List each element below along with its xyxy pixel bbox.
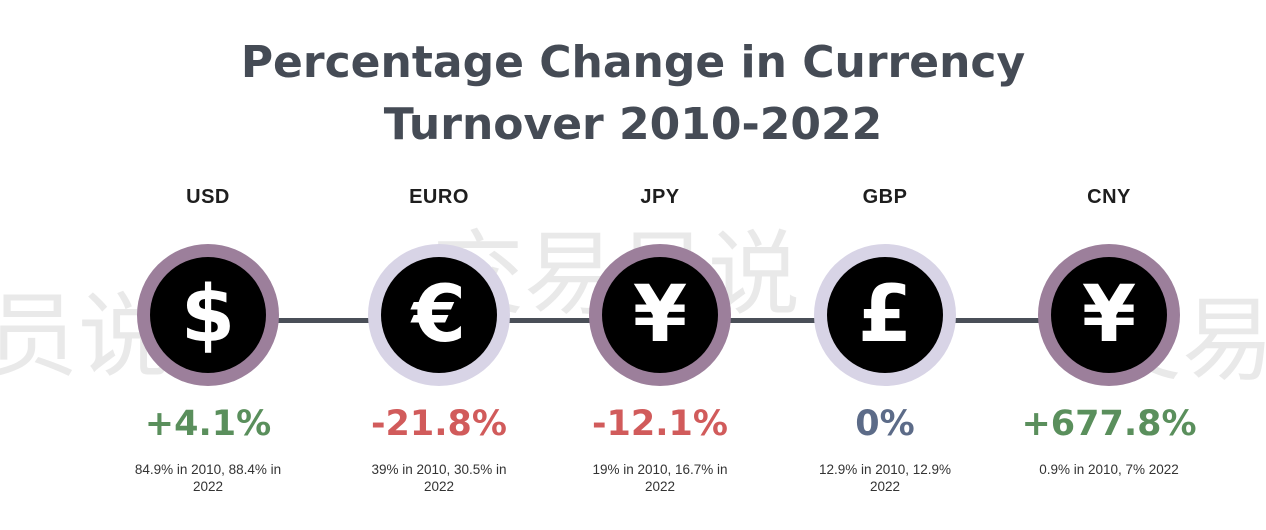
title-line-1: Percentage Change in Currency (240, 37, 1026, 88)
dollar-icon: $ (180, 270, 236, 360)
currency-disc: € (381, 257, 497, 373)
currency-code: EURO (409, 186, 469, 208)
share-detail: 84.9% in 2010, 88.4% in 2022 (134, 462, 282, 494)
title-line-2: Turnover 2010-2022 (383, 99, 883, 150)
currency-code: USD (186, 186, 230, 208)
percent-change: +677.8% (1021, 404, 1197, 444)
share-detail: 12.9% in 2010, 12.9% 2022 (818, 462, 952, 494)
currency-ring: € (368, 244, 510, 386)
currency-code: GBP (862, 186, 908, 208)
yuan-icon: ¥ (1081, 270, 1137, 360)
share-detail: 19% in 2010, 16.7% in 2022 (592, 462, 728, 494)
currency-ring: £ (814, 244, 956, 386)
share-detail: 39% in 2010, 30.5% in 2022 (371, 462, 507, 494)
currency-ring: ¥ (589, 244, 731, 386)
currency-ring: $ (137, 244, 279, 386)
currency-ring: ¥ (1038, 244, 1180, 386)
currency-disc: $ (150, 257, 266, 373)
page-title: Percentage Change in Currency Turnover 2… (0, 32, 1266, 156)
percent-change: -12.1% (592, 404, 728, 444)
currency-card-euro: EURO € -21.8% 39% in 2010, 30.5% in 2022 (329, 0, 549, 530)
percent-change: +4.1% (144, 404, 272, 444)
currency-card-cny: CNY ¥ +677.8% 0.9% in 2010, 7% 2022 (999, 0, 1219, 530)
currency-card-jpy: JPY ¥ -12.1% 19% in 2010, 16.7% in 2022 (550, 0, 770, 530)
currency-disc: £ (827, 257, 943, 373)
euro-icon: € (411, 270, 467, 360)
currency-code: CNY (1087, 186, 1131, 208)
percent-change: -21.8% (371, 404, 507, 444)
currency-disc: ¥ (1051, 257, 1167, 373)
currency-card-gbp: GBP £ 0% 12.9% in 2010, 12.9% 2022 (775, 0, 995, 530)
share-detail: 0.9% in 2010, 7% 2022 (1039, 462, 1179, 477)
currency-disc: ¥ (602, 257, 718, 373)
percent-change: 0% (855, 404, 915, 444)
currency-code: JPY (640, 186, 680, 208)
yen-icon: ¥ (632, 270, 688, 360)
currency-card-usd: USD $ +4.1% 84.9% in 2010, 88.4% in 2022 (98, 0, 318, 530)
pound-icon: £ (857, 270, 913, 360)
